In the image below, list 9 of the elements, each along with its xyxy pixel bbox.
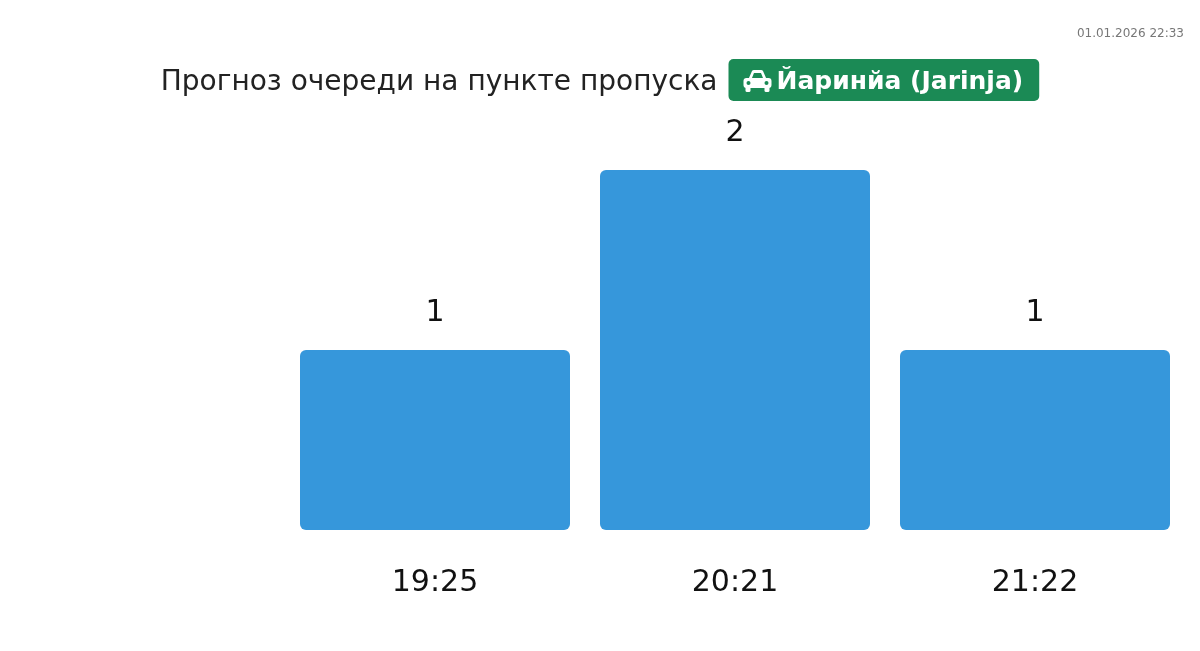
text: 01.01.2026 22:33: [1076, 26, 1184, 40]
x-tick-label: 19:25: [391, 563, 479, 598]
x-tick-label: 21:22: [991, 563, 1079, 598]
data-label: 1: [1025, 293, 1045, 328]
data-label: 2: [725, 113, 745, 148]
chart-subtitle: Йаринйа (Jarinja): [776, 66, 1024, 95]
data-label: 1: [425, 293, 445, 328]
chart-title: Прогноз очереди на пункте пропуска: [160, 64, 718, 97]
x-tick-label: 20:21: [691, 563, 779, 598]
